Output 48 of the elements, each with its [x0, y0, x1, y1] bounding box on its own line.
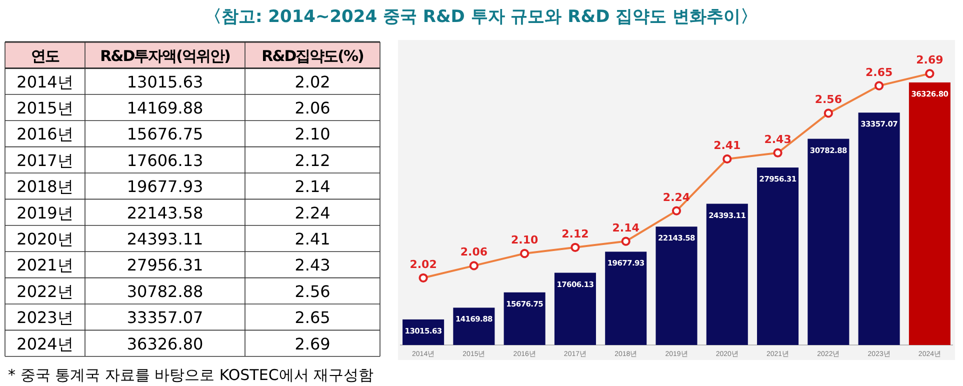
data-label: 2.24 [662, 190, 690, 204]
data-label: 2.69 [916, 54, 944, 67]
text: 2.24 [294, 203, 330, 222]
text: 연도 [31, 47, 59, 66]
chart-title: 〈참고: 2014~2024 중국 R&D 투자 규모와 R&D 집약도 변화추이〉 [204, 7, 758, 27]
data-label: 2.06 [460, 246, 488, 259]
text: 2.02 [294, 72, 330, 92]
category-label: 2022년 [16, 282, 74, 301]
text: 24393.11 [126, 230, 204, 248]
category-label: 2018년 [16, 177, 74, 196]
text: 19677.93 [126, 177, 204, 196]
text: 15676.75 [126, 124, 204, 144]
category-label: 2015년 [16, 98, 74, 118]
text: 22143.58 [126, 203, 204, 222]
text: 13015.63 [126, 72, 204, 92]
text: 2.06 [294, 98, 330, 118]
data-label: 2.14 [612, 221, 640, 234]
text: 2.56 [294, 282, 330, 301]
category-label: 2019년 [16, 203, 74, 222]
text: 36326.80 [126, 334, 204, 354]
text: R&D집약도(%) [262, 47, 364, 66]
data-label: 2.12 [562, 227, 589, 240]
text: 17606.13 [126, 150, 204, 170]
text: 2.43 [294, 256, 330, 275]
category-label: 2023년 [16, 308, 74, 328]
text: 14169.88 [126, 98, 204, 118]
text: 2.12 [294, 150, 330, 170]
category-label: 2021년 [16, 256, 74, 275]
text: R&D투자액(억위안) [100, 47, 230, 66]
data-label: 2.10 [511, 234, 538, 246]
text: 2.69 [294, 334, 330, 354]
data-label: 2.43 [764, 132, 792, 146]
data-label: 2.02 [410, 258, 437, 271]
data-label: 2.41 [714, 138, 741, 152]
text: 2.10 [294, 124, 330, 144]
category-label: 2020년 [16, 230, 74, 248]
text: 30782.88 [126, 282, 204, 301]
category-label: 2016년 [16, 124, 74, 144]
category-label: 2014년 [16, 72, 74, 92]
text: 2.14 [294, 177, 330, 196]
text: 33357.07 [126, 308, 204, 328]
text: 2.41 [294, 230, 330, 248]
data-label: 2.56 [814, 93, 842, 106]
data-label: 2.65 [865, 66, 893, 79]
text: 2.65 [294, 308, 330, 328]
category-label: 2017년 [16, 150, 74, 170]
text: * 중국 통계국 자료를 바탕으로 KOSTEC에서 재구성함 [8, 366, 374, 384]
text: 27956.31 [126, 256, 204, 275]
